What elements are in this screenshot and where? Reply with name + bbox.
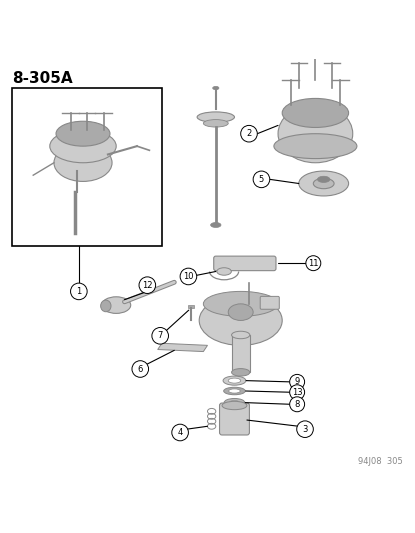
- FancyBboxPatch shape: [220, 403, 249, 435]
- Bar: [12, 88, 162, 246]
- Circle shape: [241, 125, 257, 142]
- Bar: [232, 335, 250, 373]
- Ellipse shape: [229, 400, 240, 405]
- Ellipse shape: [222, 401, 247, 410]
- Circle shape: [172, 424, 188, 441]
- Text: 8-305A: 8-305A: [12, 71, 73, 86]
- Text: 8: 8: [295, 400, 300, 409]
- Circle shape: [180, 268, 197, 285]
- Text: 13: 13: [292, 387, 303, 397]
- Text: 94J08  305: 94J08 305: [358, 457, 403, 466]
- Text: 10: 10: [183, 272, 194, 281]
- Text: 1: 1: [76, 287, 81, 296]
- Ellipse shape: [50, 130, 116, 163]
- Ellipse shape: [199, 296, 282, 345]
- Ellipse shape: [224, 387, 245, 395]
- Text: 11: 11: [308, 259, 319, 268]
- Ellipse shape: [282, 99, 349, 127]
- Ellipse shape: [228, 304, 253, 320]
- Ellipse shape: [274, 134, 357, 159]
- FancyBboxPatch shape: [260, 296, 279, 309]
- Ellipse shape: [299, 171, 349, 196]
- Circle shape: [139, 277, 156, 294]
- Ellipse shape: [217, 268, 232, 275]
- Ellipse shape: [317, 176, 330, 182]
- Ellipse shape: [229, 389, 240, 393]
- Ellipse shape: [223, 376, 246, 385]
- Text: 9: 9: [295, 377, 300, 386]
- Circle shape: [71, 283, 87, 300]
- Text: 5: 5: [259, 175, 264, 184]
- Ellipse shape: [197, 112, 234, 122]
- Ellipse shape: [102, 297, 131, 313]
- Ellipse shape: [56, 121, 110, 146]
- Circle shape: [297, 421, 313, 438]
- Polygon shape: [158, 343, 208, 352]
- Ellipse shape: [213, 86, 219, 90]
- Text: 2: 2: [247, 129, 251, 138]
- Circle shape: [290, 374, 305, 389]
- Circle shape: [306, 256, 321, 271]
- Text: 6: 6: [138, 365, 143, 374]
- Ellipse shape: [101, 300, 111, 312]
- Ellipse shape: [313, 179, 334, 189]
- Text: 12: 12: [142, 281, 153, 289]
- Text: 4: 4: [178, 428, 183, 437]
- Ellipse shape: [211, 222, 221, 228]
- Circle shape: [132, 361, 149, 377]
- Circle shape: [290, 385, 305, 400]
- Ellipse shape: [232, 369, 250, 376]
- Ellipse shape: [224, 399, 245, 407]
- Circle shape: [152, 327, 168, 344]
- Ellipse shape: [54, 144, 112, 181]
- Text: 7: 7: [158, 332, 163, 340]
- Circle shape: [290, 397, 305, 412]
- Circle shape: [253, 171, 270, 188]
- Bar: [188, 305, 194, 308]
- Ellipse shape: [203, 119, 228, 127]
- Ellipse shape: [232, 331, 250, 338]
- Ellipse shape: [278, 104, 353, 163]
- Text: 3: 3: [303, 425, 308, 434]
- Ellipse shape: [203, 292, 278, 316]
- FancyBboxPatch shape: [214, 256, 276, 271]
- Ellipse shape: [228, 378, 241, 383]
